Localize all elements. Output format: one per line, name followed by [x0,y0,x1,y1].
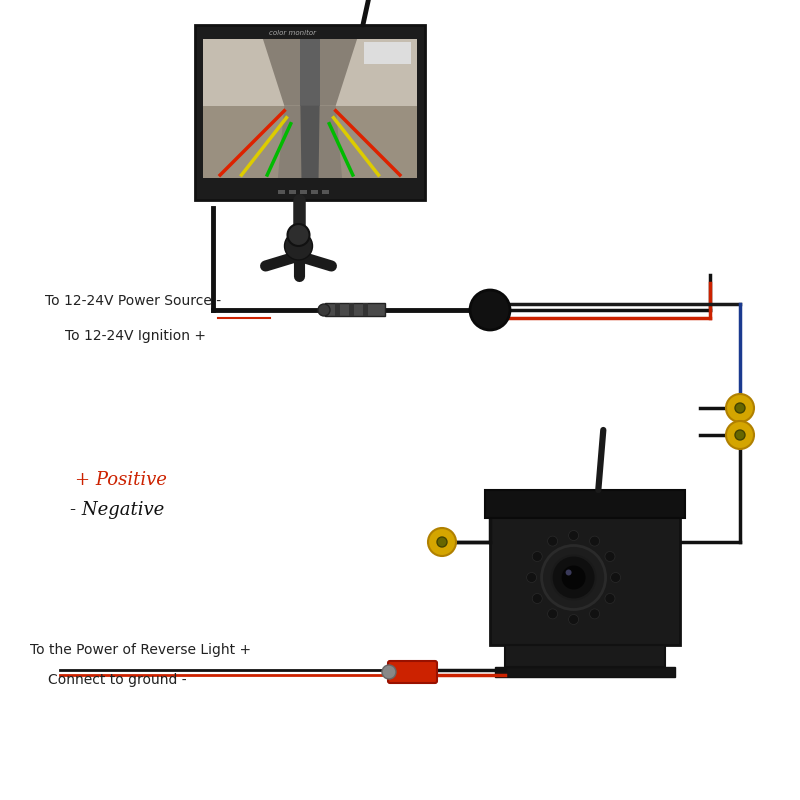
Bar [495,667,675,677]
Circle shape [382,665,396,679]
Bar [363,42,410,64]
Circle shape [735,403,745,413]
Circle shape [590,536,600,546]
Bar [195,25,425,200]
Circle shape [726,394,754,422]
Circle shape [605,551,615,562]
Bar [490,490,680,645]
Bar [335,303,340,316]
Text: To the Power of Reverse Light +: To the Power of Reverse Light + [30,643,251,657]
Text: + Positive: + Positive [75,471,167,489]
Circle shape [610,573,621,582]
Circle shape [532,594,542,603]
Circle shape [318,304,330,316]
Bar [363,303,368,316]
Polygon shape [300,106,320,178]
Circle shape [726,421,754,449]
Circle shape [526,573,537,582]
Text: - Negative: - Negative [70,501,164,519]
Circle shape [470,290,510,330]
Text: Connect to ground -: Connect to ground - [48,673,186,687]
Circle shape [285,232,313,260]
Bar [485,490,685,518]
Circle shape [542,546,606,610]
FancyBboxPatch shape [388,661,437,683]
Circle shape [551,555,595,599]
Circle shape [428,528,456,556]
Bar [278,190,285,194]
Circle shape [590,609,600,619]
Text: color monitor: color monitor [269,30,315,36]
Circle shape [569,614,578,625]
Bar [203,39,417,178]
Bar [322,190,329,194]
Text: To 12-24V Ignition +: To 12-24V Ignition + [65,329,206,343]
Circle shape [605,594,615,603]
Bar [349,303,354,316]
Circle shape [547,609,558,619]
Text: To 12-24V Power Source -: To 12-24V Power Source - [45,294,221,308]
Polygon shape [278,106,342,178]
Polygon shape [300,39,320,106]
Circle shape [566,570,571,575]
Circle shape [437,537,447,547]
Bar [289,190,296,194]
Circle shape [547,536,558,546]
Circle shape [735,430,745,440]
Bar [300,190,307,194]
Bar [325,303,385,316]
Circle shape [532,551,542,562]
Circle shape [569,530,578,541]
Circle shape [287,224,310,246]
Circle shape [562,566,586,590]
Bar [203,39,417,106]
Polygon shape [263,39,357,106]
Bar [310,190,318,194]
Bar [505,645,665,667]
